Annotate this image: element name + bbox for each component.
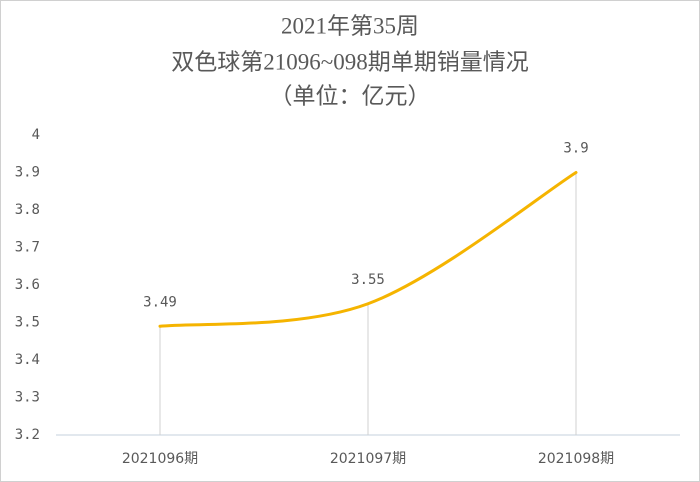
y-tick-label: 3.6 [15,277,40,293]
y-tick-label: 3.7 [15,240,40,256]
data-label: 3.49 [143,294,177,310]
series-line [158,171,578,328]
y-tick-label: 3.2 [15,427,40,443]
y-tick-label: 3.5 [15,315,40,331]
y-tick-label: 3.3 [15,390,40,406]
y-tick-label: 3.4 [15,352,40,368]
chart-title: 2021年第35周 [281,13,419,38]
x-tick-label: 2021098期 [538,451,614,467]
y-tick-label: 3.8 [15,202,40,218]
data-label: 3.9 [563,141,588,157]
x-tick-label: 2021097期 [330,451,406,467]
y-tick-label: 3.9 [15,165,40,181]
chart-subtitle: 双色球第21096~098期单期销量情况 [171,49,528,74]
x-tick-label: 2021096期 [122,451,198,467]
y-tick-label: 4 [32,127,40,143]
data-label: 3.55 [351,272,385,288]
chart-unit: （单位：亿元） [270,83,431,108]
